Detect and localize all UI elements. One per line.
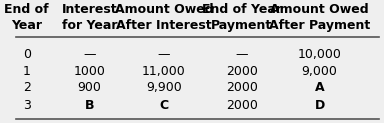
Text: B: B bbox=[85, 100, 94, 112]
Text: Interest: Interest bbox=[62, 3, 118, 16]
Text: 2: 2 bbox=[23, 81, 31, 94]
Text: 9,000: 9,000 bbox=[301, 65, 338, 78]
Text: 10,000: 10,000 bbox=[298, 48, 341, 61]
Text: 2000: 2000 bbox=[226, 81, 258, 94]
Text: A: A bbox=[315, 81, 324, 94]
Text: for Year: for Year bbox=[62, 19, 118, 32]
Text: End of: End of bbox=[4, 3, 49, 16]
Text: —: — bbox=[157, 48, 170, 61]
Text: Amount Owed: Amount Owed bbox=[270, 3, 369, 16]
Text: —: — bbox=[83, 48, 96, 61]
Text: 2000: 2000 bbox=[226, 65, 258, 78]
Text: Payment: Payment bbox=[211, 19, 272, 32]
Text: 11,000: 11,000 bbox=[142, 65, 186, 78]
Text: 900: 900 bbox=[78, 81, 102, 94]
Text: Amount Owed: Amount Owed bbox=[114, 3, 213, 16]
Text: End of Year: End of Year bbox=[202, 3, 282, 16]
Text: After Payment: After Payment bbox=[269, 19, 370, 32]
Text: Year: Year bbox=[11, 19, 42, 32]
Text: 1: 1 bbox=[23, 65, 31, 78]
Text: 3: 3 bbox=[23, 100, 31, 112]
Text: C: C bbox=[159, 100, 168, 112]
Text: 2000: 2000 bbox=[226, 100, 258, 112]
Text: After Interest: After Interest bbox=[116, 19, 212, 32]
Text: —: — bbox=[235, 48, 248, 61]
Text: 9,900: 9,900 bbox=[146, 81, 182, 94]
Text: 1000: 1000 bbox=[74, 65, 106, 78]
Text: D: D bbox=[314, 100, 324, 112]
Text: 0: 0 bbox=[23, 48, 31, 61]
